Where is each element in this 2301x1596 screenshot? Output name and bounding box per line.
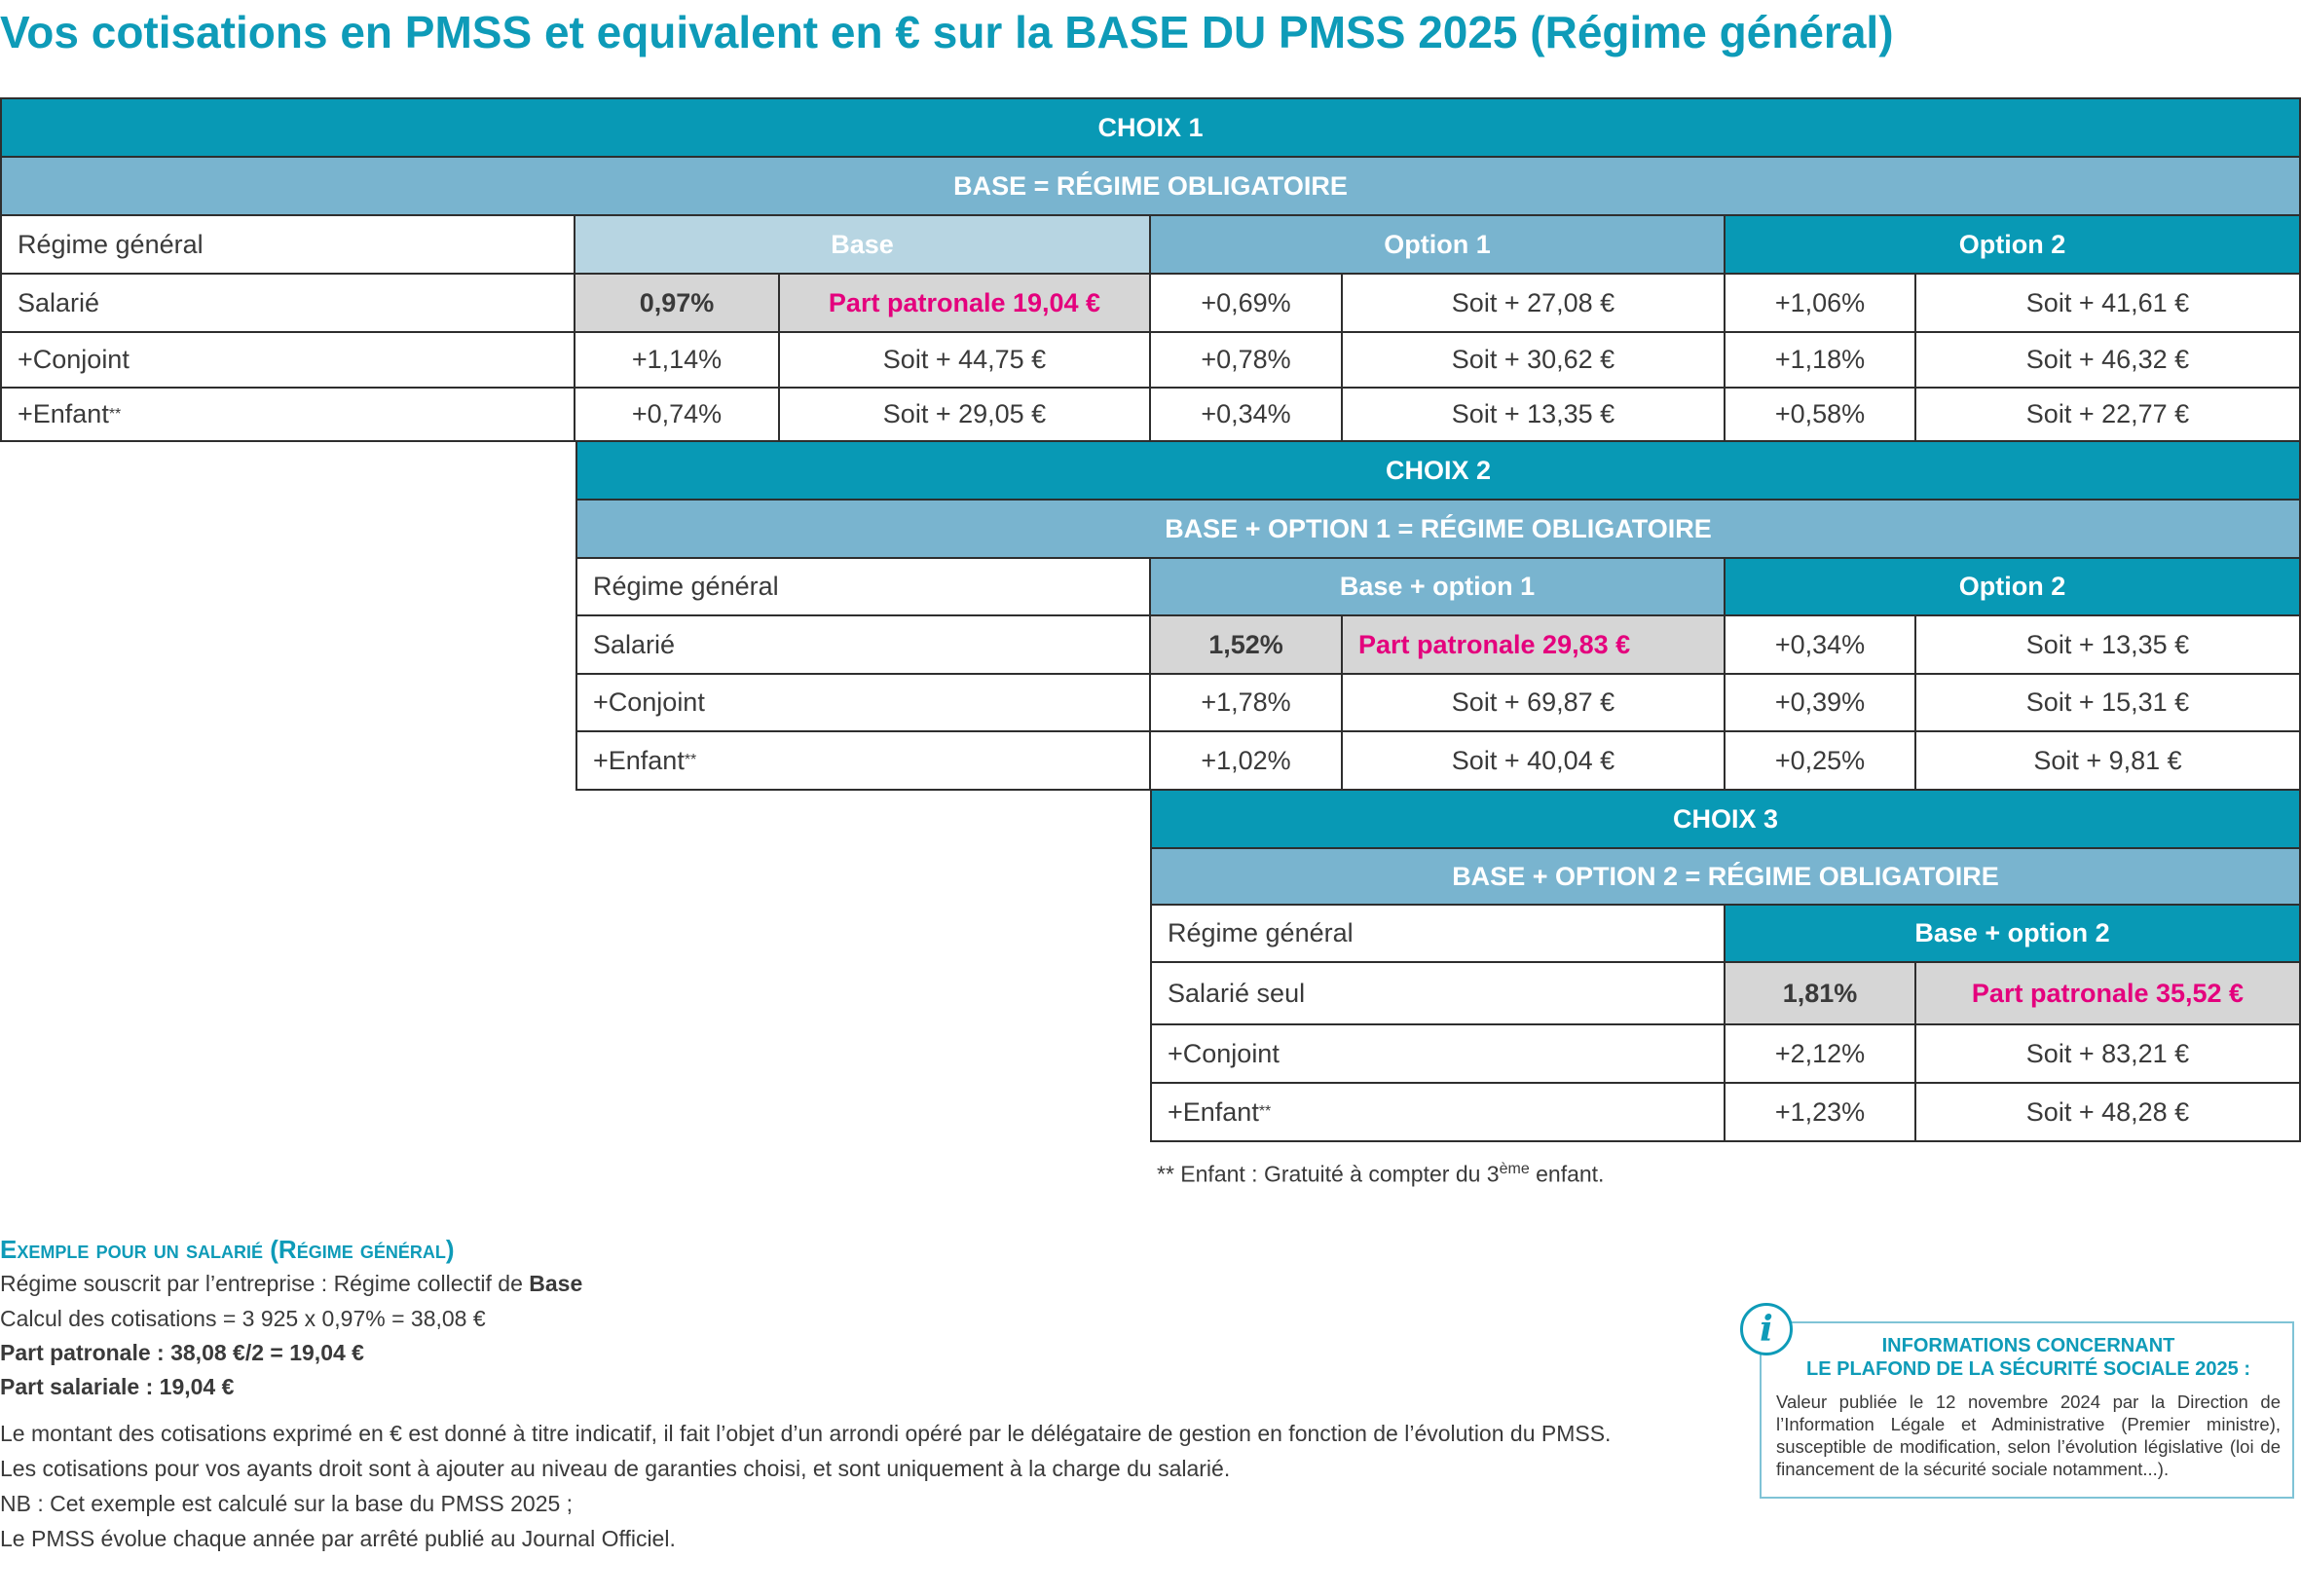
choix1-col-option1: Option 1 [1151,216,1726,275]
choix3-col-base-option2: Base + option 2 [1726,906,2301,963]
option2-rate: +0,39% [1726,675,1916,732]
base-option2-rate: 1,81% [1726,963,1916,1025]
row-label: +Conjoint [1150,1025,1726,1084]
table-row: +Enfant ** +1,02% Soit + 40,04 € +0,25% S… [575,732,2301,791]
base-option2-rate: +1,23% [1726,1084,1916,1142]
example-line-montant: Le montant des cotisations exprimé en € … [0,1421,1612,1446]
base-option2-amount: Soit + 83,21 € [1916,1025,2301,1084]
option2-rate: +0,58% [1726,389,1916,442]
base-rate: +0,74% [575,389,780,442]
option2-amount: Soit + 41,61 € [1916,275,2301,333]
base-option1-amount: Soit + 40,04 € [1343,732,1726,791]
option2-amount: Soit + 9,81 € [1916,732,2301,791]
info-title: INFORMATIONS CONCERNANT LE PLAFOND DE LA … [1806,1335,2250,1380]
base-amount: Soit + 44,75 € [780,333,1151,389]
base-option1-amount: Soit + 69,87 € [1343,675,1726,732]
option2-amount: Soit + 15,31 € [1916,675,2301,732]
choix1-header: CHOIX 1 [0,97,2301,158]
choix2-col-base-option1: Base + option 1 [1151,559,1726,616]
option1-rate: +0,34% [1151,389,1343,442]
choix3-regime-label: Régime général [1150,906,1726,963]
info-icon: i [1740,1303,1793,1355]
option1-amount: Soit + 27,08 € [1343,275,1726,333]
example-line-regime: Régime souscrit par l’entreprise : Régim… [0,1271,583,1296]
row-label: +Enfant ** [0,389,575,442]
table-row: Salarié 0,97% Part patronale 19,04 € +0,… [0,275,2301,333]
row-label: Salarié [0,275,575,333]
example-line-ayants-droit: Les cotisations pour vos ayants droit so… [0,1456,1231,1481]
base-option2-amount: Soit + 48,28 € [1916,1084,2301,1142]
row-label: Salarié [575,616,1151,675]
base-option2-rate: +2,12% [1726,1025,1916,1084]
option2-amount: Soit + 22,77 € [1916,389,2301,442]
table-row: +Enfant ** +1,23% Soit + 48,28 € [1150,1084,2301,1142]
base-option1-rate: +1,02% [1151,732,1343,791]
base-rate: +1,14% [575,333,780,389]
option1-rate: +0,69% [1151,275,1343,333]
row-label: Salarié seul [1150,963,1726,1025]
example-line-part-patronale: Part patronale : 38,08 €/2 = 19,04 € [0,1340,364,1365]
option2-rate: +1,18% [1726,333,1916,389]
example-line-nb: NB : Cet exemple est calculé sur la base… [0,1491,574,1516]
base-option1-amount: Part patronale 29,83 € [1343,616,1726,675]
base-option2-amount: Part patronale 35,52 € [1916,963,2301,1025]
example-line-part-salariale: Part salariale : 19,04 € [0,1374,235,1399]
info-text: Valeur publiée le 12 novembre 2024 par l… [1776,1392,2281,1479]
footnote: ** Enfant : Gratuité à compter du 3ème e… [1157,1161,1605,1187]
table-row: Salarié 1,52% Part patronale 29,83 € +0,… [575,616,2301,675]
page-title: Vos cotisations en PMSS et equivalent en… [0,7,1894,57]
option2-amount: Soit + 46,32 € [1916,333,2301,389]
choix2-header: CHOIX 2 [575,442,2301,501]
choix2-col-option2: Option 2 [1726,559,2301,616]
row-label: +Conjoint [575,675,1151,732]
choix2-column-header-row: Régime général Base + option 1 Option 2 [575,559,2301,616]
option1-rate: +0,78% [1151,333,1343,389]
choix2-regime-label: Régime général [575,559,1151,616]
choix1-column-header-row: Régime général Base Option 1 Option 2 [0,216,2301,275]
option1-amount: Soit + 30,62 € [1343,333,1726,389]
table-row: Salarié seul 1,81% Part patronale 35,52 … [1150,963,2301,1025]
base-amount: Soit + 29,05 € [780,389,1151,442]
example-title: Exemple pour un salarié (Régime général) [0,1235,455,1264]
base-amount: Part patronale 19,04 € [780,275,1151,333]
table-row: +Enfant ** +0,74% Soit + 29,05 € +0,34% S… [0,389,2301,442]
choix3-column-header-row: Régime général Base + option 2 [1150,906,2301,963]
option2-rate: +0,25% [1726,732,1916,791]
choix1-col-base: Base [575,216,1151,275]
choix1-subtitle: BASE = RÉGIME OBLIGATOIRE [0,158,2301,216]
choix3-header: CHOIX 3 [1150,791,2301,849]
table-row: +Conjoint +1,78% Soit + 69,87 € +0,39% S… [575,675,2301,732]
option2-rate: +0,34% [1726,616,1916,675]
base-rate: 0,97% [575,275,780,333]
row-label: +Enfant ** [575,732,1151,791]
example-line-calcul: Calcul des cotisations = 3 925 x 0,97% =… [0,1306,486,1331]
example-line-pmss: Le PMSS évolue chaque année par arrêté p… [0,1526,676,1551]
table-row: +Conjoint +1,14% Soit + 44,75 € +0,78% S… [0,333,2301,389]
choix1-regime-label: Régime général [0,216,575,275]
row-label: +Conjoint [0,333,575,389]
choix2-subtitle: BASE + OPTION 1 = RÉGIME OBLIGATOIRE [575,501,2301,559]
info-box [1760,1321,2294,1499]
choix1-col-option2: Option 2 [1726,216,2301,275]
table-row: +Conjoint +2,12% Soit + 83,21 € [1150,1025,2301,1084]
base-option1-rate: 1,52% [1151,616,1343,675]
option2-amount: Soit + 13,35 € [1916,616,2301,675]
choix3-subtitle: BASE + OPTION 2 = RÉGIME OBLIGATOIRE [1150,849,2301,906]
base-option1-rate: +1,78% [1151,675,1343,732]
row-label: +Enfant ** [1150,1084,1726,1142]
option2-rate: +1,06% [1726,275,1916,333]
option1-amount: Soit + 13,35 € [1343,389,1726,442]
